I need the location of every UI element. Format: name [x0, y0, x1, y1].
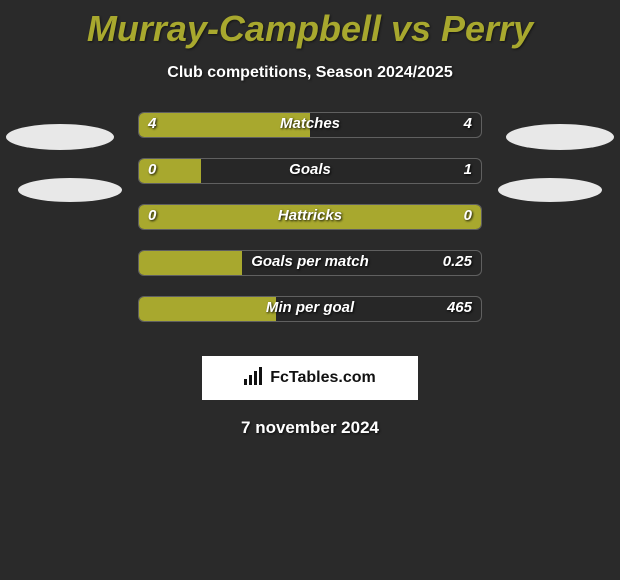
source-badge-text: FcTables.com: [270, 369, 376, 387]
stat-bar-left: [139, 251, 242, 275]
stat-value-left: 4: [148, 115, 156, 132]
stat-row: 465Min per goal: [0, 296, 620, 342]
stat-value-right: 0.25: [443, 253, 472, 270]
bars-icon: [244, 367, 264, 390]
stat-bar-track: [138, 158, 482, 184]
stat-bar-left: [139, 113, 310, 137]
stat-value-right: 465: [447, 299, 472, 316]
stat-row: 01Goals: [0, 158, 620, 204]
stat-row: 00Hattricks: [0, 204, 620, 250]
stat-bar-left: [139, 205, 481, 229]
stat-bar-track: [138, 296, 482, 322]
comparison-chart: 44Matches01Goals00Hattricks0.25Goals per…: [0, 112, 620, 342]
stat-bar-track: [138, 204, 482, 230]
source-badge[interactable]: FcTables.com: [202, 356, 418, 400]
stat-row: 44Matches: [0, 112, 620, 158]
page-title: Murray-Campbell vs Perry: [0, 0, 620, 50]
stat-value-right: 1: [464, 161, 472, 178]
stat-bar-track: [138, 112, 482, 138]
stat-value-right: 0: [464, 207, 472, 224]
stat-value-left: 0: [148, 207, 156, 224]
stat-bar-track: [138, 250, 482, 276]
date-text: 7 november 2024: [0, 418, 620, 438]
page-subtitle: Club competitions, Season 2024/2025: [0, 64, 620, 82]
stat-row: 0.25Goals per match: [0, 250, 620, 296]
stat-value-right: 4: [464, 115, 472, 132]
stat-bar-left: [139, 297, 276, 321]
stat-value-left: 0: [148, 161, 156, 178]
